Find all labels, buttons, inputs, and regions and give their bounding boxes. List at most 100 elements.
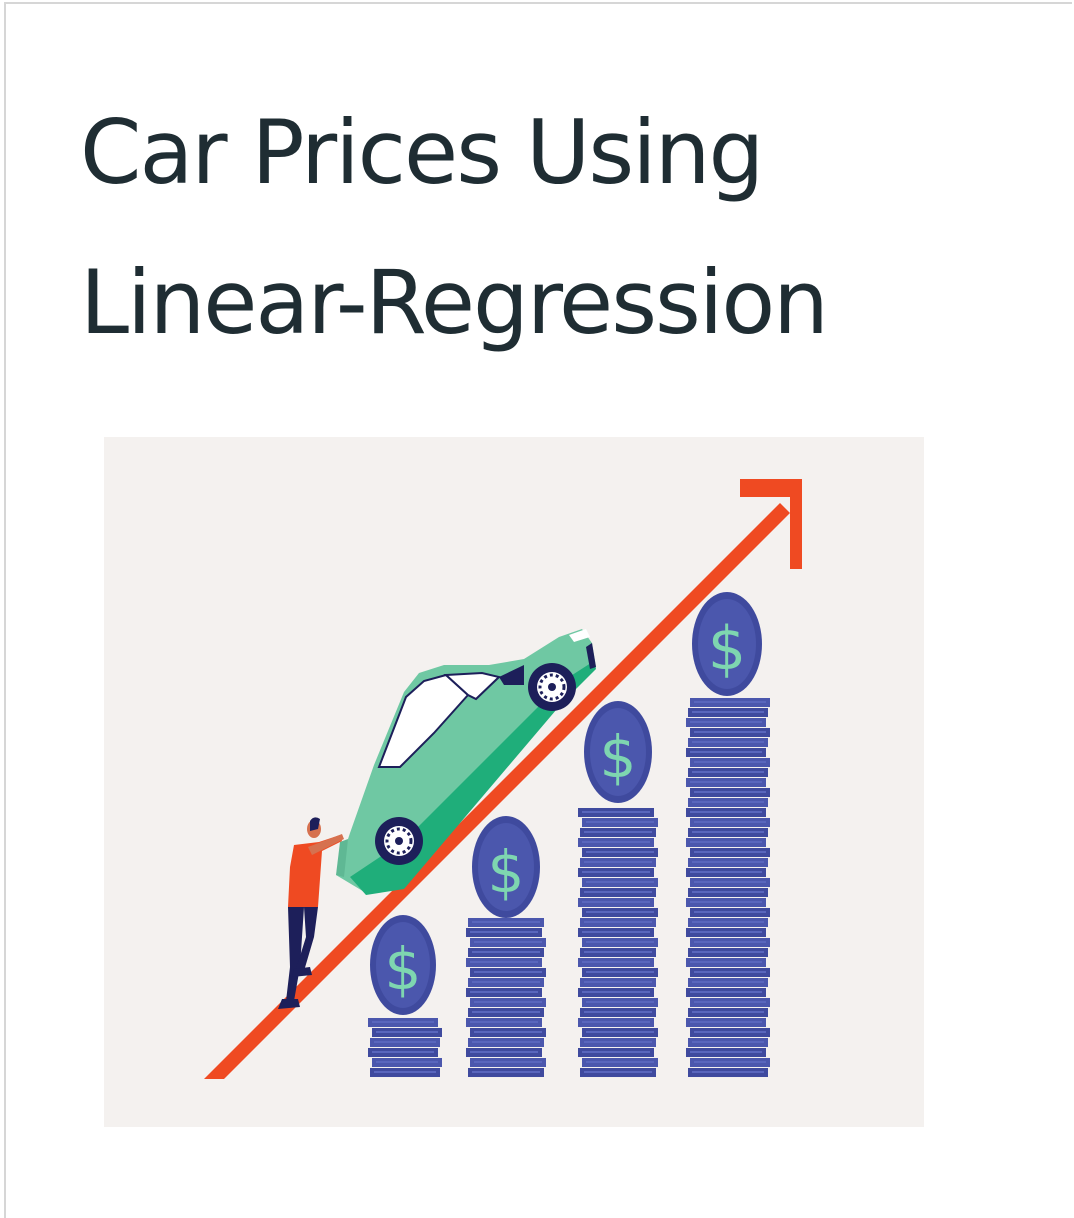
coin-layer-highlight [586,1001,654,1003]
coin-layer-highlight [692,981,764,983]
coin-layer-highlight [692,771,764,773]
coin-layer-highlight [586,821,654,823]
svg-text:$: $ [385,935,422,1003]
coin-layer-highlight [472,1071,540,1073]
coin-layer-highlight [582,1051,650,1053]
dollar-coin-1-icon: $ [370,915,436,1015]
coin-layer-highlight [474,1031,542,1033]
coin-layer-highlight [582,1021,650,1023]
coin-layer-highlight [582,871,650,873]
coin-layer-highlight [584,981,652,983]
coin-stack-2 [466,918,546,1077]
coin-layer-highlight [374,1071,436,1073]
coin-layer-highlight [692,951,764,953]
coin-layer-highlight [584,1071,652,1073]
coin-layer-highlight [582,991,650,993]
coin-stack-4 [686,698,770,1077]
coin-layer-highlight [694,701,766,703]
coin-layer-highlight [694,971,766,973]
coin-layer-highlight [470,1021,538,1023]
coin-stack-1 [368,1018,442,1077]
coin-layer-highlight [582,841,650,843]
coin-layer-highlight [690,991,762,993]
coin-layer-highlight [690,841,762,843]
coin-layer-highlight [694,731,766,733]
coin-layer-highlight [694,1031,766,1033]
dollar-coin-3-icon: $ [584,701,652,803]
coin-layer-highlight [692,861,764,863]
coin-layer-highlight [692,921,764,923]
coin-layer-highlight [690,1051,762,1053]
car-front-wheel-icon [528,663,576,711]
coin-layer-highlight [692,1011,764,1013]
coin-layer-highlight [470,1051,538,1053]
coin-layer-highlight [690,901,762,903]
dollar-coin-4-icon: $ [692,592,762,696]
coin-layer-highlight [474,971,542,973]
coin-layer-highlight [586,941,654,943]
coin-layer-highlight [586,911,654,913]
coin-layer-highlight [584,861,652,863]
trend-arrow-icon [204,479,802,1079]
page-title-line-1: Car Prices Using [80,101,764,204]
coin-layer-highlight [472,921,540,923]
coin-layer-highlight [586,881,654,883]
coin-layer-highlight [694,911,766,913]
coin-layer-highlight [470,991,538,993]
coin-layer-highlight [376,1061,438,1063]
person-pushing-icon [278,817,344,1009]
coin-layer-highlight [376,1031,438,1033]
coin-stack-3 [578,808,658,1077]
coin-layer-highlight [586,1061,654,1063]
coin-layer-highlight [474,941,542,943]
coin-layer-highlight [582,811,650,813]
dollar-coin-2-icon: $ [472,816,540,918]
coin-layer-highlight [470,931,538,933]
coin-layer-highlight [582,961,650,963]
car-rear-wheel-icon [375,817,423,865]
coin-layer-highlight [472,951,540,953]
coin-layer-highlight [582,931,650,933]
car-icon [336,629,596,895]
coin-layer-highlight [584,1011,652,1013]
coin-layer-highlight [694,1061,766,1063]
coin-layer-highlight [582,901,650,903]
coin-layer-highlight [690,781,762,783]
coin-layer-highlight [586,971,654,973]
coin-layer-highlight [694,791,766,793]
coin-layer-highlight [694,761,766,763]
coin-layer-highlight [694,1001,766,1003]
svg-text:$: $ [708,614,746,684]
coin-layer-highlight [692,831,764,833]
coin-layer-highlight [586,1031,654,1033]
coin-layer-highlight [692,741,764,743]
coin-layer-highlight [694,851,766,853]
svg-text:$: $ [488,838,525,906]
coin-layer-highlight [692,801,764,803]
coin-layer-highlight [692,891,764,893]
coin-layer-highlight [690,811,762,813]
coin-layer-highlight [472,1011,540,1013]
coin-layer-highlight [584,921,652,923]
coin-layer-highlight [372,1051,434,1053]
page-title-line-2: Linear-Regression [80,251,829,354]
coin-layer-highlight [374,1041,436,1043]
coin-layer-highlight [584,831,652,833]
coin-layer-highlight [472,1041,540,1043]
coin-layer-highlight [584,891,652,893]
coin-layer-highlight [692,1041,764,1043]
svg-text:$: $ [600,723,637,791]
coin-layer-highlight [694,821,766,823]
coin-layer-highlight [470,961,538,963]
coin-layer-highlight [690,961,762,963]
page-title: Car Prices Using Linear-Regression [80,78,1040,378]
hero-image: $ $ $ $ [104,437,924,1127]
coin-layer-highlight [694,941,766,943]
coin-layer-highlight [474,1001,542,1003]
coin-layer-highlight [690,1021,762,1023]
coin-layer-highlight [692,1071,764,1073]
coin-layer-highlight [690,721,762,723]
coin-layer-highlight [584,951,652,953]
coin-layer-highlight [690,751,762,753]
coin-layer-highlight [584,1041,652,1043]
